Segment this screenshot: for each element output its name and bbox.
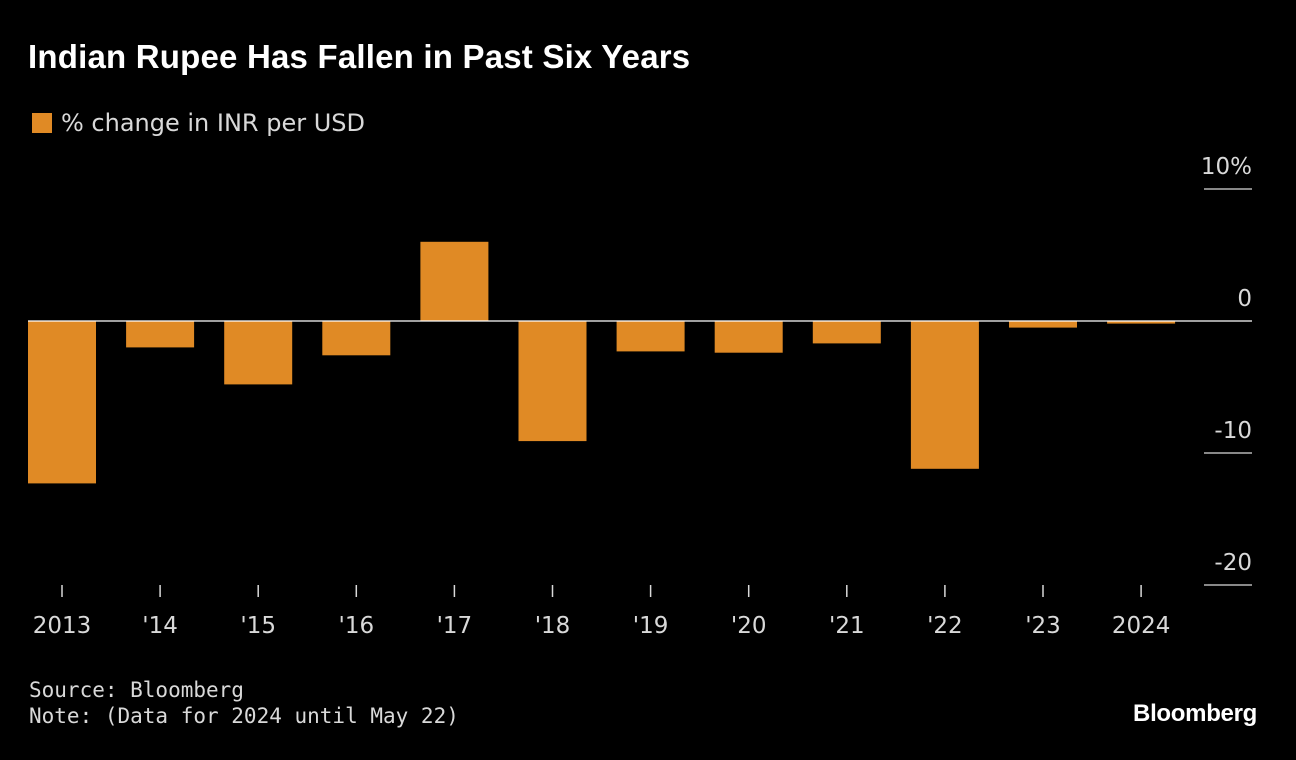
x-tick-label-3: '16 [339, 613, 375, 639]
bar-11 [1107, 321, 1176, 324]
y-tick-label-1: 0 [1237, 286, 1252, 312]
x-tick-label-1: '14 [142, 613, 178, 639]
x-tick-label-6: '19 [633, 613, 669, 639]
data-note: Note: (Data for 2024 until May 22) [29, 704, 459, 728]
x-tick-label-2: '15 [240, 613, 276, 639]
x-tick-label-0: 2013 [33, 613, 92, 639]
source-note: Source: Bloomberg [29, 678, 244, 702]
legend-label: % change in INR per USD [61, 109, 366, 137]
x-tick-label-9: '22 [927, 613, 963, 639]
x-tick-label-5: '18 [535, 613, 571, 639]
chart-footer: Source: Bloomberg Note: (Data for 2024 u… [29, 677, 459, 729]
bar-6 [616, 321, 685, 352]
y-tick-label-3: -20 [1214, 550, 1252, 576]
bar-8 [812, 321, 881, 344]
y-tick-label-2: -10 [1214, 418, 1252, 444]
bar-2 [224, 321, 293, 385]
bar-1 [126, 321, 195, 348]
bar-5 [518, 321, 587, 442]
legend-swatch [32, 113, 52, 133]
bar-4 [420, 241, 489, 321]
x-tick-label-8: '21 [829, 613, 865, 639]
y-tick-label-0: 10% [1201, 154, 1252, 180]
bar-3 [322, 321, 391, 356]
x-tick-label-4: '17 [437, 613, 473, 639]
legend: % change in INR per USD [32, 109, 365, 137]
x-tick-label-7: '20 [731, 613, 767, 639]
x-tick-label-11: 2024 [1112, 613, 1171, 639]
x-tick-label-10: '23 [1025, 613, 1061, 639]
bar-10 [1009, 321, 1077, 328]
chart-title: Indian Rupee Has Fallen in Past Six Year… [28, 38, 691, 75]
bar-7 [714, 321, 783, 353]
bloomberg-logo: Bloomberg [1133, 700, 1257, 727]
bar-9 [910, 321, 979, 469]
bar-0 [28, 321, 96, 484]
